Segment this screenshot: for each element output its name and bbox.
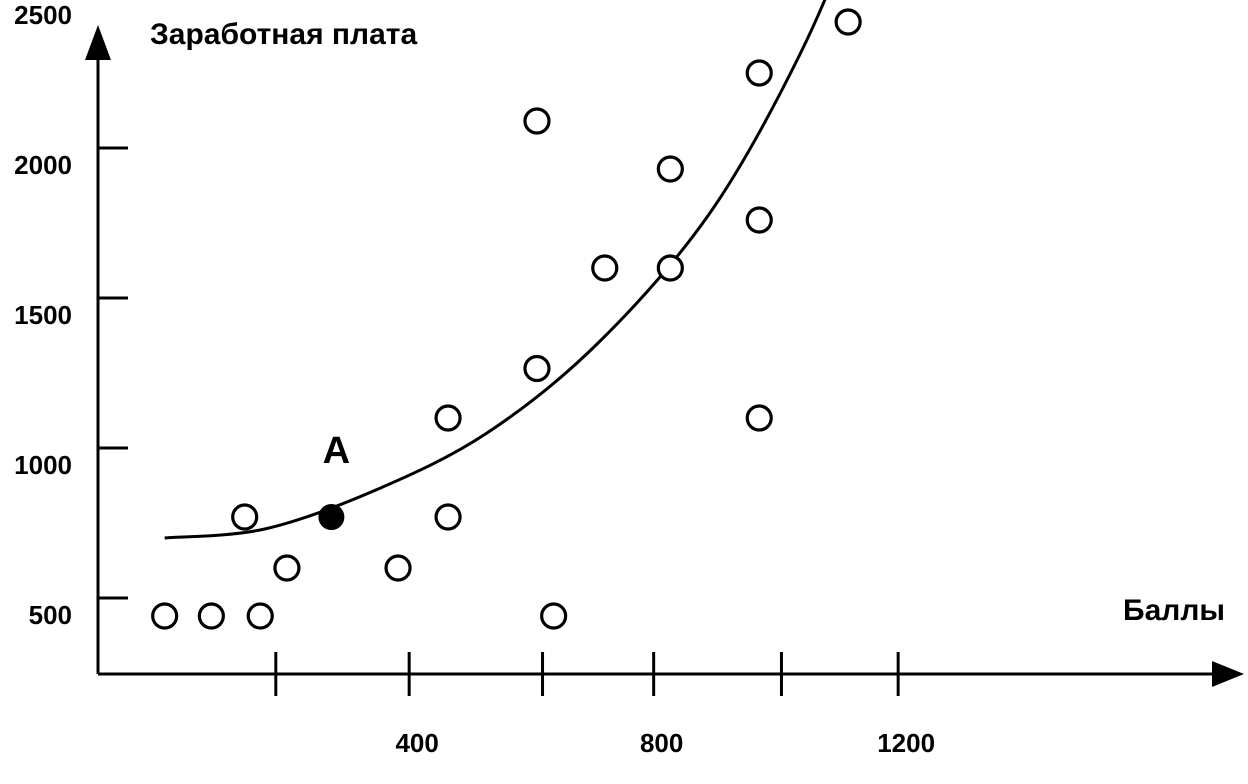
- data-point: [745, 404, 773, 432]
- x-tick-label: 400: [395, 728, 438, 758]
- data-point: [523, 354, 551, 383]
- data-point: [745, 206, 773, 234]
- points-group: [151, 8, 862, 630]
- trend-curve: [164, 0, 827, 540]
- x-tick-label: 800: [640, 728, 683, 758]
- ticks-group: 500 1000 1500 2000 2500 400 800 1200: [14, 0, 935, 758]
- y-tick-label: 1500: [14, 300, 72, 330]
- highlighted-points-group: AC: [318, 430, 350, 530]
- y-axis-label: Заработная плата: [150, 18, 417, 51]
- x-tick-label: 1200: [877, 728, 935, 758]
- axes: [85, 25, 1244, 687]
- data-point: [273, 554, 301, 582]
- data-point: [591, 254, 619, 282]
- data-point: [151, 602, 179, 630]
- y-axis-arrow: [85, 25, 111, 60]
- data-point: [246, 602, 274, 630]
- x-axis-label: Баллы: [1123, 594, 1225, 627]
- data-point: [834, 8, 862, 36]
- data-point: [540, 602, 568, 630]
- data-point: [656, 254, 684, 282]
- y-tick-label: 2000: [14, 150, 72, 180]
- data-point: [434, 503, 462, 531]
- point-label-a: A: [323, 430, 350, 472]
- highlighted-point-a: [318, 504, 345, 530]
- data-point: [656, 155, 684, 183]
- trend-curve-group: [164, 0, 827, 540]
- x-axis-arrow: [1212, 661, 1244, 687]
- y-tick-label: 2500: [14, 0, 72, 30]
- y-tick-label: 500: [29, 600, 72, 630]
- data-point: [434, 404, 462, 432]
- data-point: [523, 107, 551, 135]
- data-point: [745, 59, 773, 87]
- data-point: [231, 503, 259, 531]
- y-tick-label: 1000: [14, 450, 72, 480]
- data-point: [384, 554, 412, 582]
- data-point: [197, 602, 225, 630]
